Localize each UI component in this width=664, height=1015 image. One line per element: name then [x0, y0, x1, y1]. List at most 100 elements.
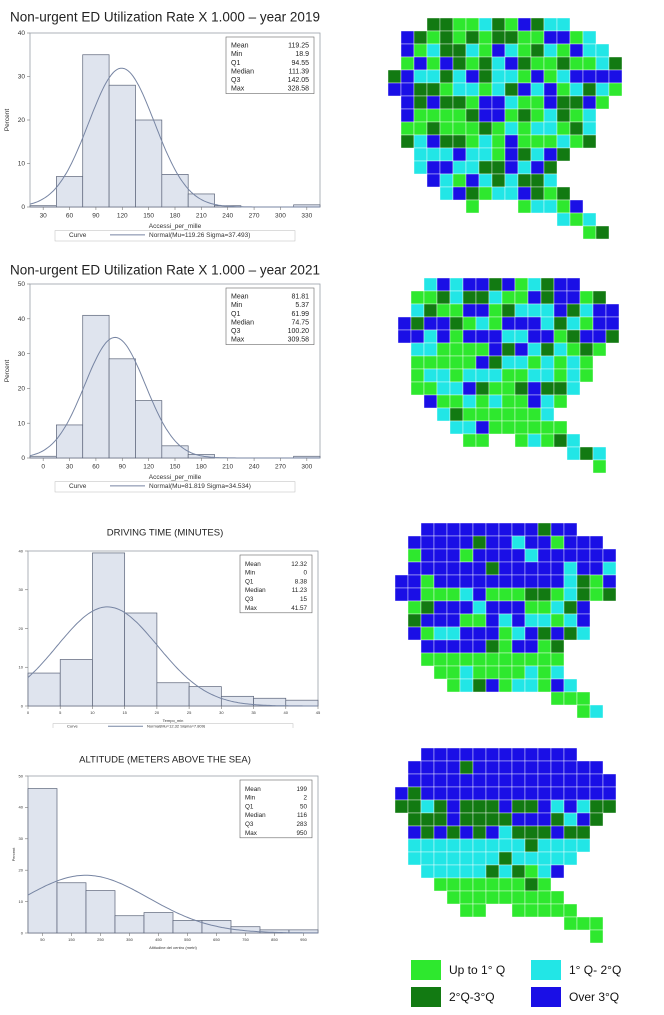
x-tick-label: 90 [92, 213, 100, 220]
map-municipality [413, 30, 428, 45]
map-municipality [550, 574, 565, 589]
map-municipality [423, 394, 438, 409]
map-municipality [485, 799, 500, 814]
map-municipality [413, 121, 428, 136]
map-municipality [465, 95, 480, 110]
x-tick-label: 10 [90, 710, 95, 715]
y-tick-label: 40 [18, 30, 26, 37]
map-municipality [517, 95, 532, 110]
map-municipality [530, 134, 545, 149]
stats-label: Max [231, 86, 245, 93]
map-municipality [556, 17, 571, 32]
map-municipality [537, 877, 552, 892]
map-municipality [582, 43, 597, 58]
map-municipality [459, 561, 474, 576]
map-municipality [485, 678, 500, 693]
curve-legend-title: Curve [69, 483, 87, 490]
map-municipality [426, 147, 441, 162]
map-municipality [407, 786, 422, 801]
map-municipality [605, 303, 620, 318]
stats-value: 94.55 [291, 60, 309, 67]
map-municipality [517, 17, 532, 32]
map-municipality [527, 329, 542, 344]
map-municipality [420, 760, 435, 775]
map-municipality [446, 864, 461, 879]
map-municipality [537, 574, 552, 589]
map-municipality [465, 186, 480, 201]
map-municipality [498, 678, 513, 693]
map-municipality [566, 342, 581, 357]
stats-value: 8.38 [295, 578, 308, 585]
map-municipality [475, 329, 490, 344]
map-municipality [410, 355, 425, 370]
map-municipality [543, 30, 558, 45]
stats-label: Q3 [231, 328, 240, 335]
map-municipality [608, 56, 623, 71]
map-municipality [462, 394, 477, 409]
stats-label: Max [231, 337, 245, 344]
y-tick-label: 30 [19, 836, 24, 841]
map-municipality [582, 69, 597, 84]
map-municipality [543, 160, 558, 175]
map-municipality [472, 851, 487, 866]
stats-label: Q3 [245, 821, 254, 828]
map-municipality [550, 825, 565, 840]
legend-swatch-q2-q3 [411, 987, 441, 1007]
map-municipality [579, 355, 594, 370]
map-municipality [514, 277, 529, 292]
map-municipality [524, 639, 539, 654]
map-municipality [439, 160, 454, 175]
map-municipality [446, 522, 461, 537]
map-municipality [550, 760, 565, 775]
map-municipality [449, 394, 464, 409]
map-municipality [436, 316, 451, 331]
map-municipality [498, 786, 513, 801]
map-municipality [475, 303, 490, 318]
map-municipality [537, 522, 552, 537]
legend-label-q1-q2: 1° Q- 2°Q [569, 963, 622, 977]
map-municipality [485, 639, 500, 654]
map-municipality [472, 760, 487, 775]
map-municipality [511, 851, 526, 866]
map-municipality [459, 600, 474, 615]
histogram-bar [82, 314, 110, 459]
map-municipality [465, 30, 480, 45]
map-municipality [449, 290, 464, 305]
map-municipality [579, 368, 594, 383]
y-tick-label: 20 [19, 868, 24, 873]
map-municipality [475, 381, 490, 396]
map-municipality [452, 82, 467, 97]
map-municipality [485, 851, 500, 866]
map-municipality [511, 548, 526, 563]
map-municipality [563, 535, 578, 550]
map-municipality [540, 303, 555, 318]
map-municipality [524, 760, 539, 775]
map-municipality [436, 277, 451, 292]
map-municipality [462, 316, 477, 331]
map-municipality [569, 95, 584, 110]
map-municipality [420, 535, 435, 550]
map-municipality [449, 420, 464, 435]
histogram-bar [161, 445, 189, 459]
map-municipality [446, 613, 461, 628]
map-municipality [550, 522, 565, 537]
stats-value: 119.25 [288, 43, 309, 50]
map-municipality [576, 574, 591, 589]
legend-label-over-q3: Over 3°Q [569, 990, 620, 1004]
map-municipality [563, 786, 578, 801]
y-tick-label: 50 [18, 281, 26, 288]
map-municipality [433, 626, 448, 641]
map-municipality [446, 799, 461, 814]
map-municipality [465, 173, 480, 188]
map-municipality [472, 678, 487, 693]
map-municipality [413, 56, 428, 71]
map-municipality [475, 355, 490, 370]
map-municipality [553, 433, 568, 448]
map-municipality [462, 407, 477, 422]
map-municipality [433, 825, 448, 840]
map-municipality [423, 342, 438, 357]
map-municipality [407, 812, 422, 827]
map-municipality [488, 303, 503, 318]
map-legend-item: 2°Q-3°Q [411, 986, 495, 1008]
map-municipality [459, 626, 474, 641]
